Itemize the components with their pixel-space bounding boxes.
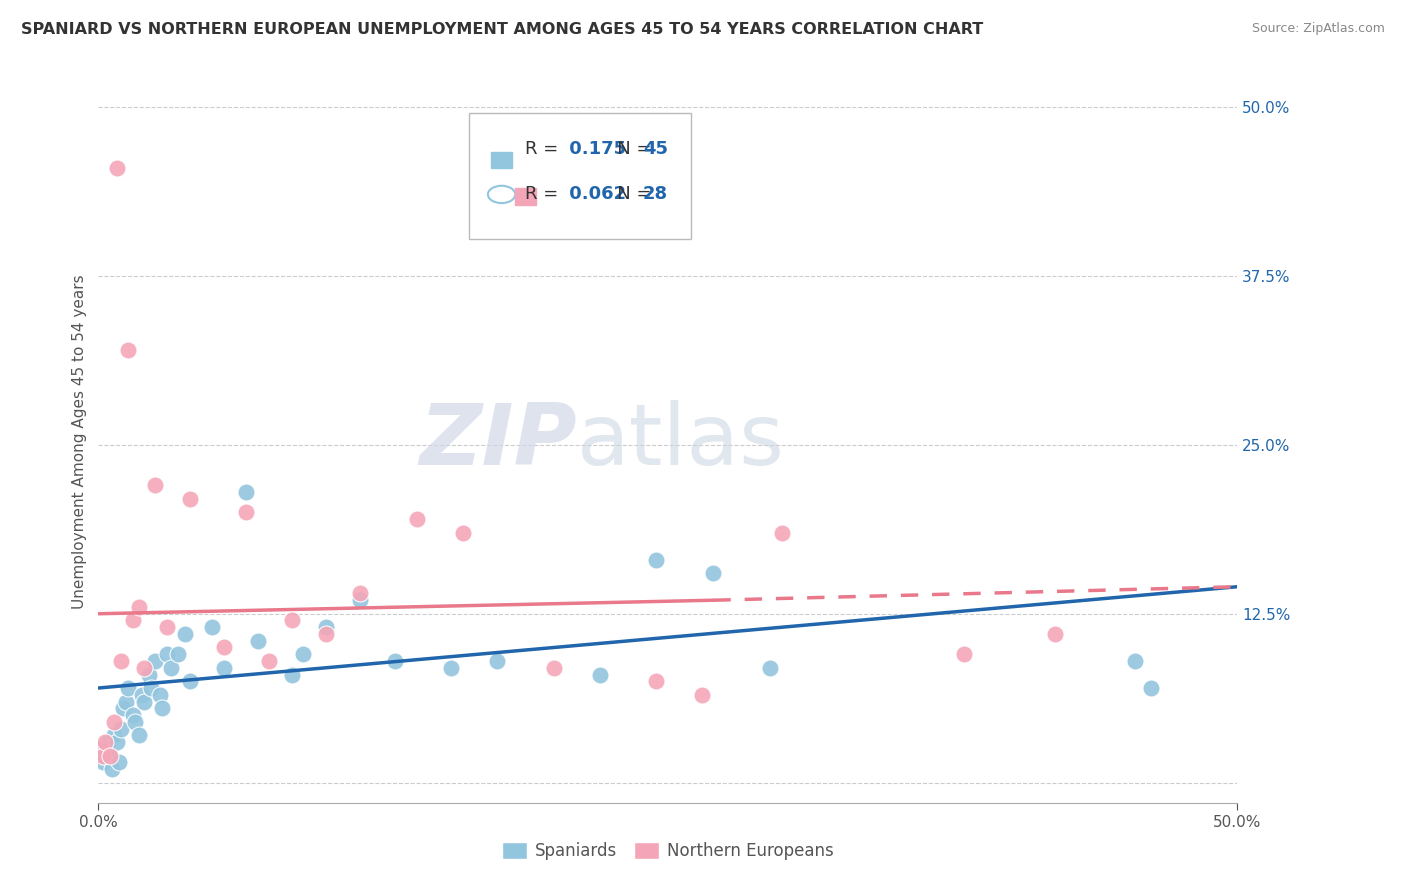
- Point: [145, 478, 167, 492]
- Point: [543, 661, 565, 675]
- Point: [486, 654, 509, 668]
- Point: [114, 694, 136, 708]
- Point: [212, 661, 235, 675]
- Point: [690, 688, 713, 702]
- Point: [103, 728, 125, 742]
- Point: [110, 722, 132, 736]
- Bar: [515, 188, 536, 205]
- Point: [167, 647, 190, 661]
- Point: [138, 667, 160, 681]
- Point: [315, 620, 337, 634]
- Y-axis label: Unemployment Among Ages 45 to 54 years: Unemployment Among Ages 45 to 54 years: [72, 274, 87, 609]
- Point: [128, 599, 150, 614]
- Point: [702, 566, 724, 581]
- Point: [235, 485, 257, 500]
- Point: [645, 552, 668, 566]
- Point: [98, 748, 121, 763]
- Point: [156, 647, 179, 661]
- Point: [132, 694, 155, 708]
- Point: [96, 735, 118, 749]
- Text: N =: N =: [599, 140, 657, 158]
- Point: [1123, 654, 1146, 668]
- Text: R =: R =: [526, 140, 564, 158]
- Point: [105, 161, 128, 175]
- Point: [103, 714, 125, 729]
- Point: [160, 661, 183, 675]
- Point: [235, 505, 257, 519]
- Text: 28: 28: [643, 186, 668, 203]
- Point: [212, 640, 235, 655]
- Point: [349, 586, 371, 600]
- Point: [121, 708, 143, 723]
- Text: 0.175: 0.175: [562, 140, 626, 158]
- Point: [179, 674, 201, 689]
- Point: [145, 654, 167, 668]
- Point: [117, 681, 139, 695]
- Point: [201, 620, 224, 634]
- Point: [246, 633, 269, 648]
- Point: [150, 701, 173, 715]
- Point: [101, 762, 124, 776]
- Point: [770, 525, 793, 540]
- Point: [98, 748, 121, 763]
- Point: [139, 681, 162, 695]
- Text: 45: 45: [643, 140, 668, 158]
- Point: [90, 741, 112, 756]
- Text: 0.062: 0.062: [562, 186, 626, 203]
- Text: SPANIARD VS NORTHERN EUROPEAN UNEMPLOYMENT AMONG AGES 45 TO 54 YEARS CORRELATION: SPANIARD VS NORTHERN EUROPEAN UNEMPLOYME…: [21, 22, 983, 37]
- Point: [953, 647, 976, 661]
- Point: [174, 627, 197, 641]
- Point: [440, 661, 463, 675]
- Text: N =: N =: [599, 186, 657, 203]
- Point: [349, 593, 371, 607]
- Point: [451, 525, 474, 540]
- Point: [406, 512, 429, 526]
- Point: [91, 756, 114, 770]
- Text: atlas: atlas: [576, 400, 785, 483]
- Point: [179, 491, 201, 506]
- Point: [105, 735, 128, 749]
- Point: [281, 667, 304, 681]
- Point: [292, 647, 315, 661]
- Text: ZIP: ZIP: [419, 400, 576, 483]
- Text: R =: R =: [526, 186, 564, 203]
- Point: [259, 654, 281, 668]
- Point: [132, 661, 155, 675]
- Point: [131, 688, 153, 702]
- Point: [124, 714, 146, 729]
- Point: [117, 343, 139, 358]
- Point: [91, 748, 114, 763]
- Text: Source: ZipAtlas.com: Source: ZipAtlas.com: [1251, 22, 1385, 36]
- Point: [1043, 627, 1066, 641]
- Point: [94, 748, 117, 763]
- Point: [384, 654, 406, 668]
- Point: [588, 667, 610, 681]
- Point: [315, 627, 337, 641]
- FancyBboxPatch shape: [468, 112, 690, 239]
- Point: [121, 614, 143, 628]
- Point: [94, 735, 117, 749]
- Point: [156, 620, 179, 634]
- Point: [108, 756, 131, 770]
- Point: [149, 688, 172, 702]
- Legend: Spaniards, Northern Europeans: Spaniards, Northern Europeans: [495, 835, 841, 867]
- Point: [759, 661, 782, 675]
- Bar: [491, 152, 512, 169]
- Point: [128, 728, 150, 742]
- Point: [1139, 681, 1161, 695]
- Point: [90, 741, 112, 756]
- Point: [112, 701, 135, 715]
- Point: [110, 654, 132, 668]
- Point: [281, 614, 304, 628]
- Point: [645, 674, 668, 689]
